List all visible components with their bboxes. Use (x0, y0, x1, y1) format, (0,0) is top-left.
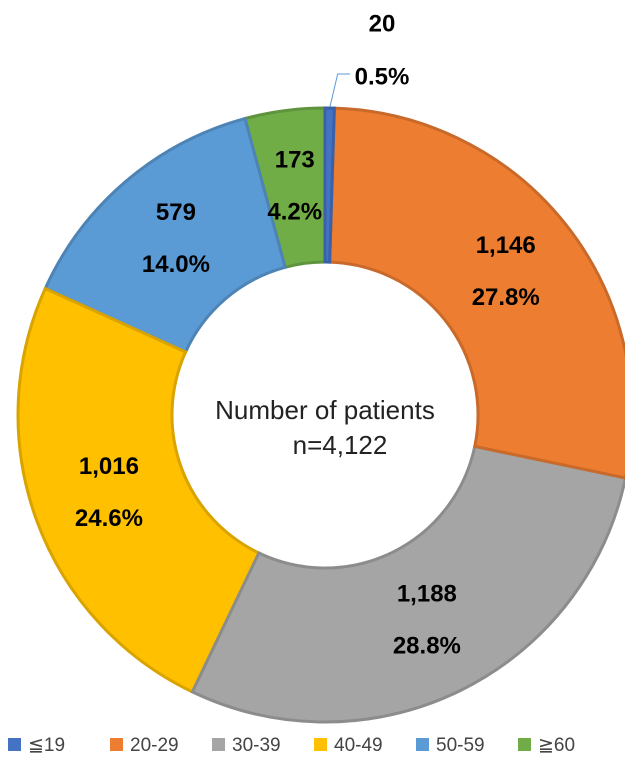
percent-label: 4.2% (267, 198, 322, 225)
center-subtitle: n=4,122 (293, 430, 388, 460)
legend-label: 50-59 (436, 735, 485, 756)
data-label: 173 (275, 146, 315, 173)
legend-label: 20-29 (130, 735, 179, 756)
donut-segment (190, 444, 625, 724)
legend-marker (518, 738, 531, 751)
legend-marker (416, 738, 429, 751)
data-label: 1,016 (79, 453, 139, 480)
data-label: 1,188 (397, 581, 457, 608)
data-label: 20 (369, 10, 396, 37)
center-title: Number of patients (215, 395, 435, 425)
leader-line (329, 73, 350, 109)
legend-label: ≧60 (538, 735, 575, 756)
percent-label: 24.6% (75, 505, 143, 532)
legend-label: ≦19 (28, 735, 65, 756)
legend-label: 40-49 (334, 735, 383, 756)
percent-label: 27.8% (472, 284, 540, 311)
legend-marker (314, 738, 327, 751)
legend-label: 30-39 (232, 735, 281, 756)
donut-segment (323, 106, 336, 264)
donut-segment (328, 106, 625, 480)
donut-segment (43, 116, 287, 354)
percent-label: 14.0% (142, 251, 210, 278)
percent-label: 0.5% (355, 63, 410, 90)
legend-marker (212, 738, 225, 751)
donut-segment (16, 286, 261, 694)
data-label: 579 (156, 199, 196, 226)
percent-label: 28.8% (393, 633, 461, 660)
legend-marker (8, 738, 21, 751)
data-label: 1,146 (476, 232, 536, 259)
legend-marker (110, 738, 123, 751)
